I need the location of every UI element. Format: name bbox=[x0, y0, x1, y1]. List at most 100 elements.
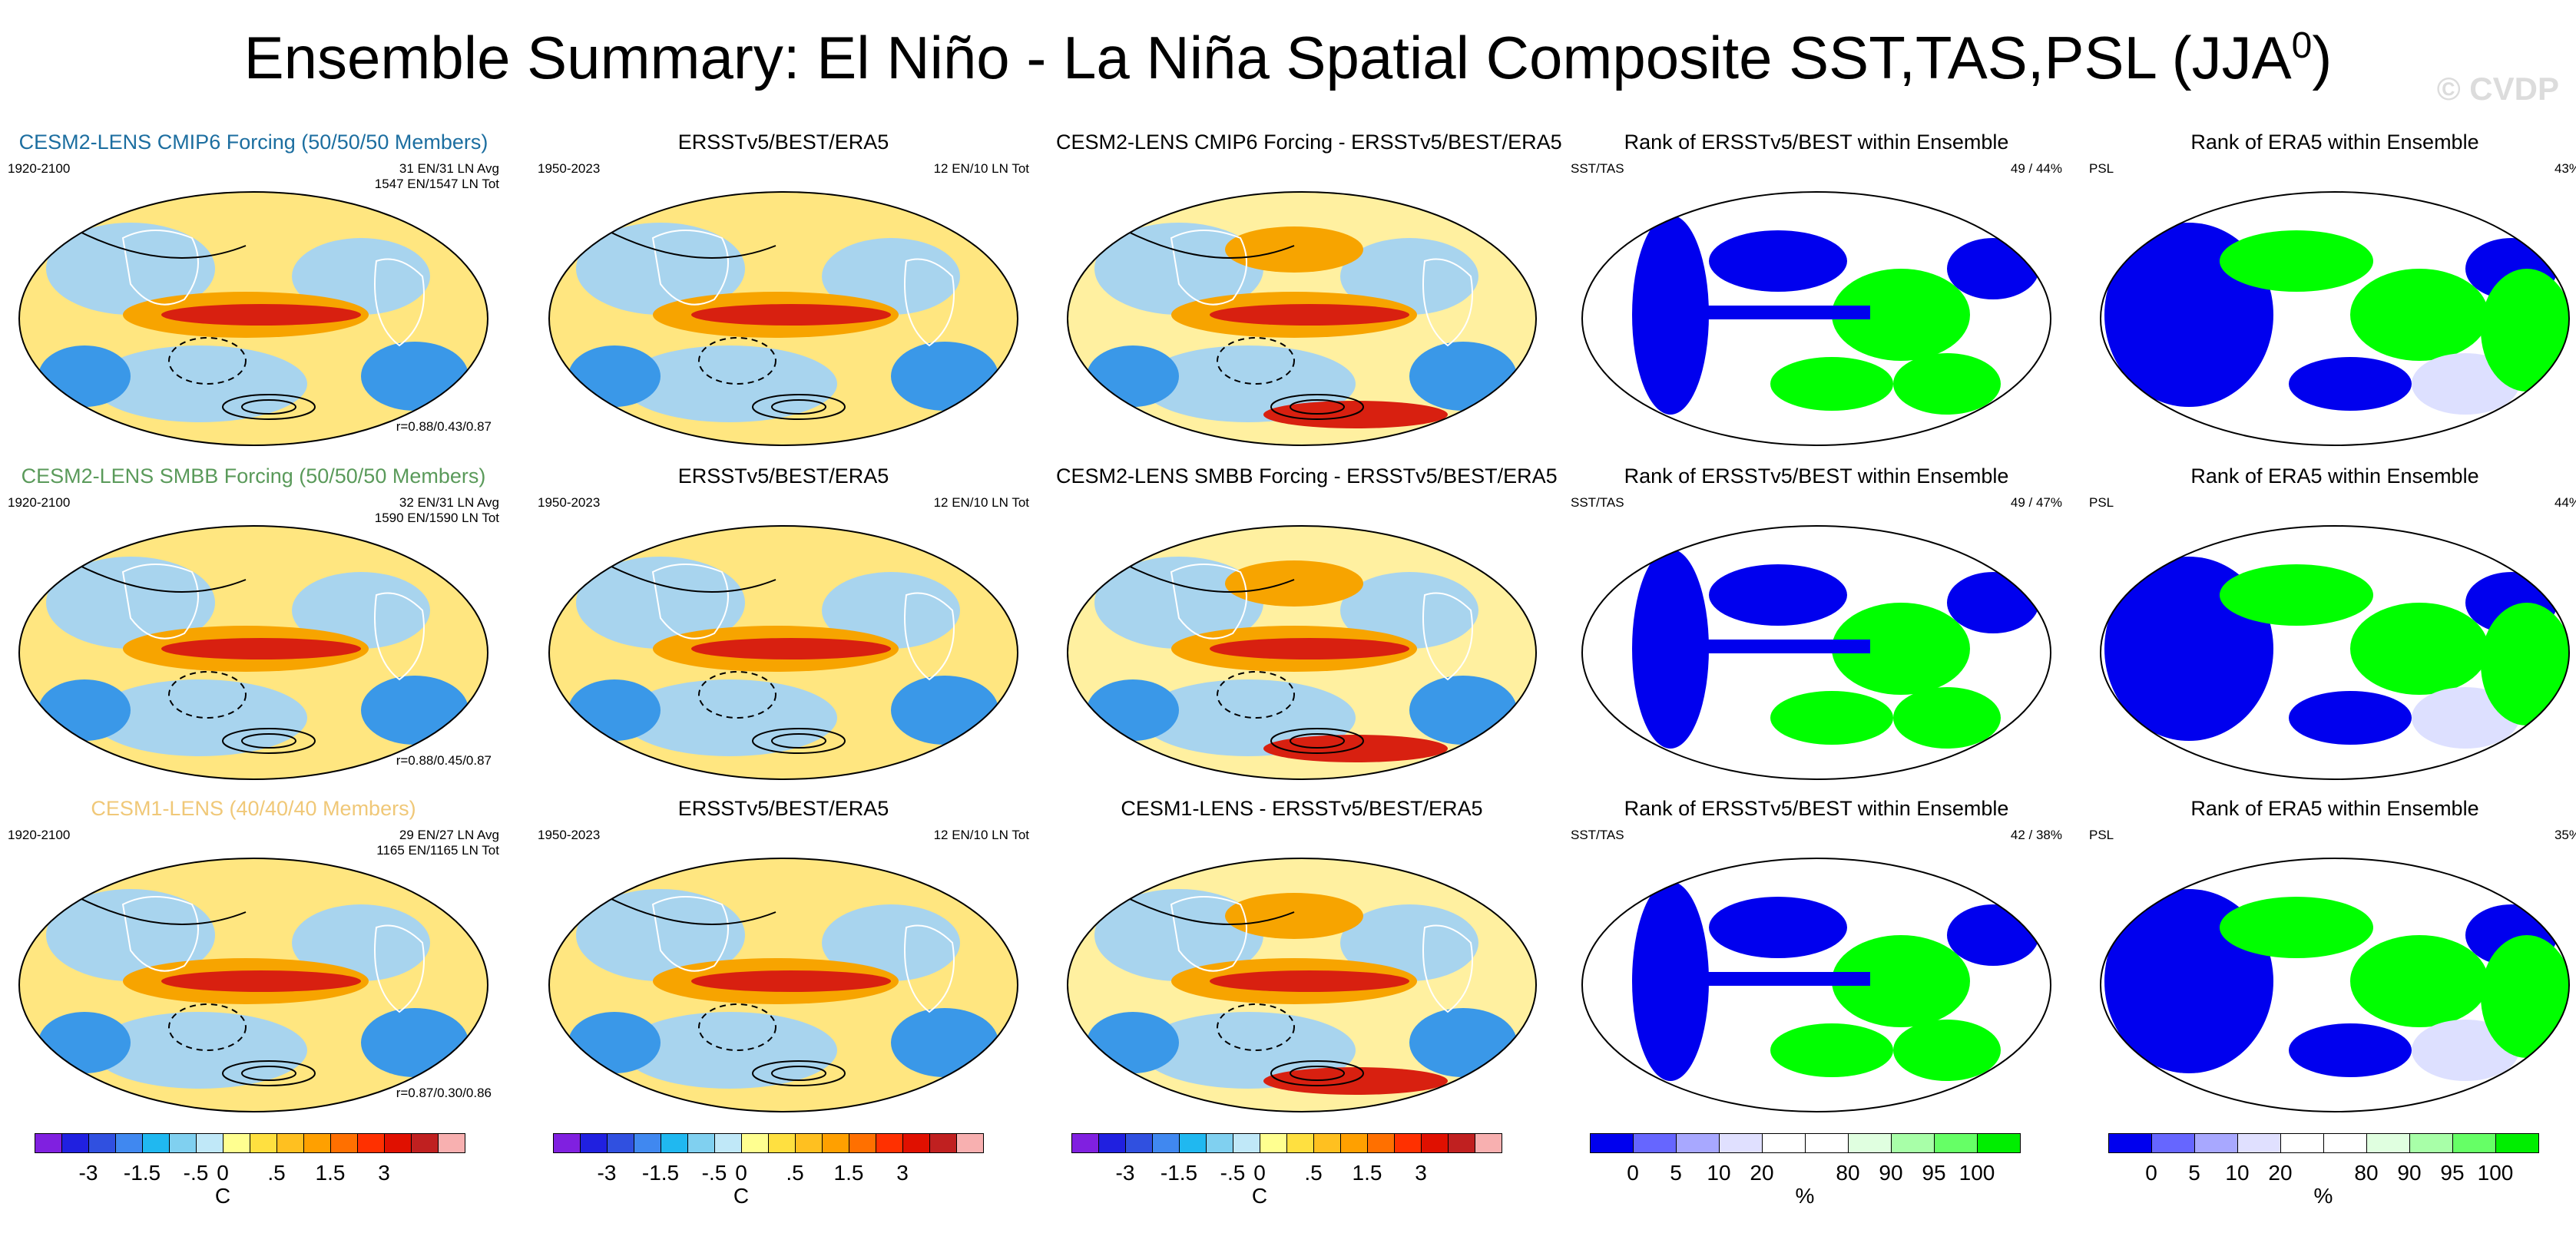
psl-contours bbox=[1124, 230, 1364, 420]
panel-right-label: 35% bbox=[2554, 828, 2576, 842]
colorbar-tick: 0 bbox=[1627, 1161, 1639, 1185]
coastline bbox=[651, 564, 955, 681]
cool-anomaly bbox=[1087, 345, 1179, 407]
coastline bbox=[1170, 564, 1473, 681]
colorbar-tick: 1.5 bbox=[315, 1161, 346, 1185]
colorbar-tick: 1.5 bbox=[833, 1161, 864, 1185]
rank-region bbox=[1893, 687, 2001, 749]
panel-left-label: 1950-2023 bbox=[538, 495, 601, 510]
psl-contours bbox=[606, 564, 846, 754]
panel-left-label: 1950-2023 bbox=[538, 161, 601, 176]
colorbar-swatch bbox=[1421, 1133, 1449, 1153]
map bbox=[1581, 858, 2051, 1112]
rank-region bbox=[1770, 357, 1893, 411]
panel-left-label: SST/TAS bbox=[1571, 828, 1624, 842]
high-rank-region bbox=[1832, 935, 1970, 1027]
panel-right-label: 49 / 44% bbox=[2010, 161, 2062, 176]
cool-anomaly bbox=[576, 223, 745, 315]
map-border bbox=[2100, 858, 2570, 1112]
colorbar-swatch bbox=[2366, 1133, 2410, 1153]
rank-sst-tas-panel: Rank of ERSSTv5/BEST within Ensemble SST/… bbox=[1571, 797, 2062, 1119]
colorbar-tick: 3 bbox=[896, 1161, 909, 1185]
map bbox=[18, 858, 488, 1112]
low-rank-region bbox=[1632, 549, 1709, 749]
map-field bbox=[1582, 192, 2051, 445]
map-border bbox=[2100, 525, 2570, 780]
rank-region bbox=[1770, 1023, 1893, 1077]
panel-left-label: PSL bbox=[2089, 828, 2114, 842]
panel-left-label: PSL bbox=[2089, 495, 2114, 510]
rank-region bbox=[2220, 564, 2373, 626]
colorbar-swatch bbox=[768, 1133, 796, 1153]
pattern-correlation: r=0.88/0.43/0.87 bbox=[396, 419, 492, 434]
map bbox=[1067, 525, 1537, 780]
colorbar-swatch bbox=[1719, 1133, 1763, 1153]
coastline bbox=[121, 564, 425, 681]
colorbar-unit: C bbox=[733, 1184, 750, 1208]
low-rank-region bbox=[1632, 881, 1709, 1081]
map-field bbox=[19, 858, 488, 1112]
cool-anomaly bbox=[38, 679, 131, 741]
warm-anomaly bbox=[691, 304, 891, 326]
panel-left-label: 1920-2100 bbox=[8, 495, 71, 510]
temperature-colorbar: -3 -1.5 -.5 0 .5 1.5 3 C bbox=[35, 1133, 465, 1233]
colorbar-swatch bbox=[276, 1133, 304, 1153]
colorbar-swatch bbox=[35, 1133, 62, 1153]
warm-anomaly bbox=[161, 970, 361, 992]
colorbar-swatch bbox=[2237, 1133, 2281, 1153]
panel-left-label: 1950-2023 bbox=[538, 828, 601, 842]
colorbar-tick: -.5 bbox=[701, 1161, 727, 1185]
model-composite-panel: CESM1-LENS (40/40/40 Members) 1920-2100 29… bbox=[8, 797, 499, 1119]
colorbar-tick: 0 bbox=[1253, 1161, 1266, 1185]
cool-anomaly bbox=[822, 238, 960, 315]
colorbar-swatch bbox=[1125, 1133, 1153, 1153]
colorbar-swatch bbox=[1934, 1133, 1978, 1153]
cool-anomaly bbox=[1094, 557, 1263, 649]
temperature-colorbar: -3 -1.5 -.5 0 .5 1.5 3 C bbox=[1071, 1133, 1502, 1233]
cool-anomaly bbox=[38, 1012, 131, 1073]
warm-anomaly bbox=[1210, 304, 1409, 326]
warm-anomaly bbox=[1263, 1067, 1448, 1095]
coastline bbox=[1170, 230, 1473, 347]
panel-title: CESM2-LENS SMBB Forcing (50/50/50 Member… bbox=[21, 464, 486, 488]
warm-anomaly bbox=[161, 638, 361, 659]
colorbar-swatch bbox=[1367, 1133, 1395, 1153]
colorbar-tick: .5 bbox=[1304, 1161, 1323, 1185]
colorbar-tick: 5 bbox=[1670, 1161, 1682, 1185]
cool-anomaly bbox=[1340, 572, 1478, 649]
warm-anomaly bbox=[1225, 226, 1363, 273]
colorbar-tick: 3 bbox=[1415, 1161, 1427, 1185]
map-field bbox=[549, 192, 1018, 445]
colorbar-swatch bbox=[902, 1133, 930, 1153]
cool-anomaly bbox=[891, 676, 998, 745]
cool-anomaly bbox=[292, 572, 430, 649]
rank-psl-panel: Rank of ERA5 within Ensemble PSL 44% bbox=[2089, 464, 2576, 787]
rank-colorbar: 0 5 10 20 80 90 95 100% bbox=[2108, 1133, 2539, 1233]
page-title: Ensemble Summary: El Niño - La Niña Spat… bbox=[0, 23, 2576, 93]
temperature-colorbar: -3 -1.5 -.5 0 .5 1.5 3 C bbox=[553, 1133, 984, 1233]
colorbar-tick: 20 bbox=[2268, 1161, 2293, 1185]
panel-right-label: 32 EN/31 LN Avg bbox=[399, 495, 499, 510]
warm-anomaly bbox=[1210, 970, 1409, 992]
map-field bbox=[2101, 526, 2569, 779]
cvdp-watermark: © CVDP bbox=[2436, 71, 2559, 107]
title-text: Ensemble Summary: El Niño - La Niña Spat… bbox=[243, 24, 2292, 91]
cool-anomaly bbox=[822, 904, 960, 981]
cool-anomaly bbox=[576, 889, 745, 981]
colorbar-swatch bbox=[2495, 1133, 2539, 1153]
cool-anomaly bbox=[568, 345, 661, 407]
cool-anomaly bbox=[1087, 1012, 1179, 1073]
psl-contours bbox=[1124, 564, 1364, 754]
panel-left-label: SST/TAS bbox=[1571, 161, 1624, 176]
colorbar-tick: -3 bbox=[597, 1161, 617, 1185]
colorbar-swatch bbox=[849, 1133, 876, 1153]
panel-title: Rank of ERA5 within Ensemble bbox=[2190, 797, 2479, 820]
panel-right-label: 31 EN/31 LN Avg bbox=[399, 161, 499, 176]
panel-total-label: 1165 EN/1165 LN Tot bbox=[376, 843, 499, 858]
colorbar-swatch bbox=[1286, 1133, 1314, 1153]
cool-anomaly bbox=[361, 676, 469, 745]
colorbar-tick: -3 bbox=[78, 1161, 98, 1185]
panel-right-label: 49 / 47% bbox=[2010, 495, 2062, 510]
colorbar-tick: .5 bbox=[786, 1161, 804, 1185]
colorbar-swatch bbox=[714, 1133, 742, 1153]
